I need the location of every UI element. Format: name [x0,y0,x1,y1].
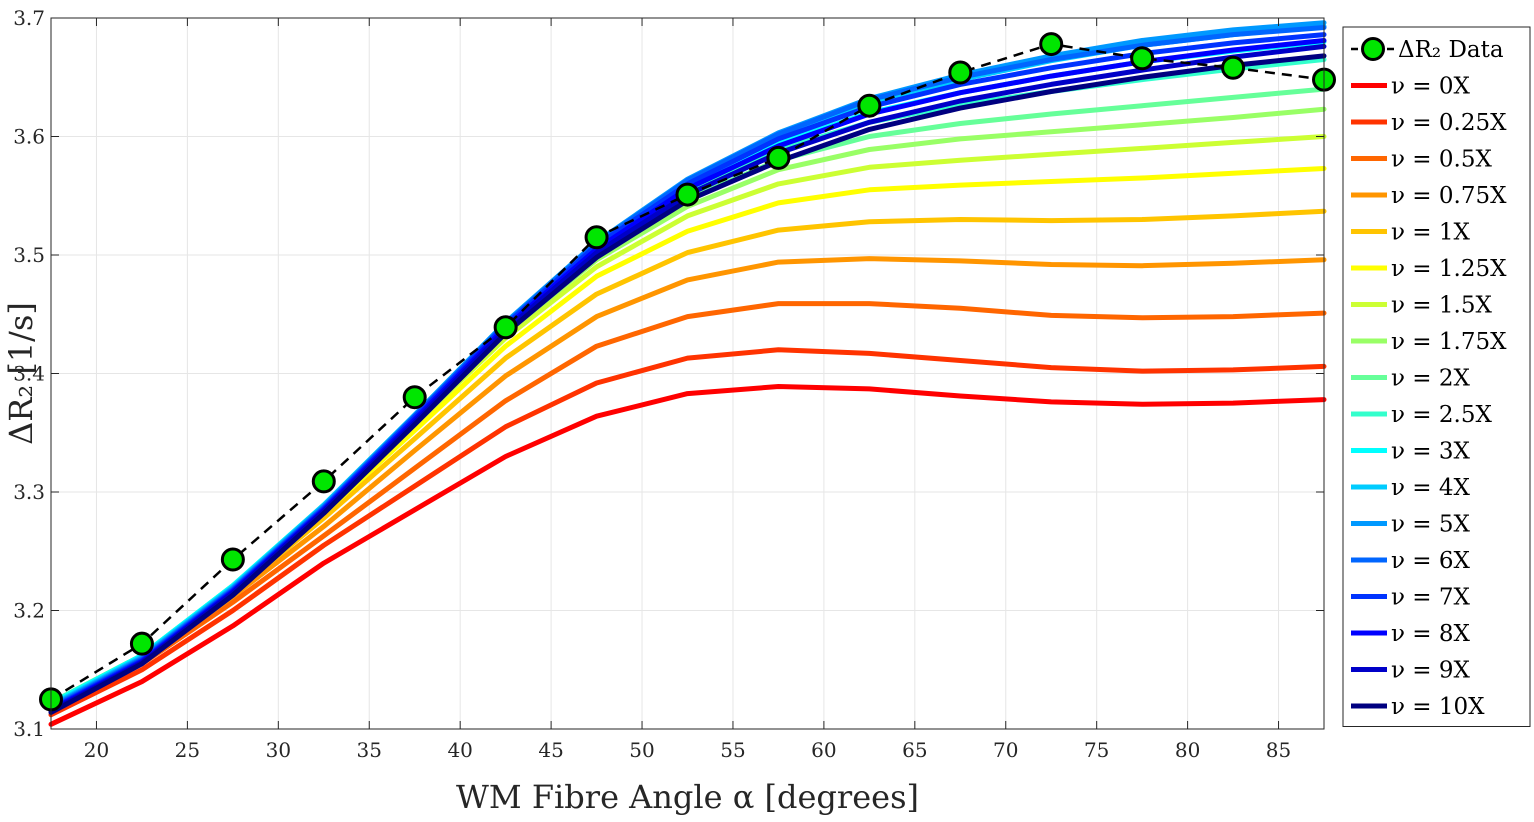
y-tick-label: 3.2 [13,599,45,623]
series-line [48,347,1327,718]
data-point [493,315,518,340]
legend-label: ν = 4X [1391,475,1471,501]
legend-label: ν = 6X [1391,548,1471,574]
data-point [857,93,882,118]
x-tick-label: 70 [993,738,1018,762]
legend-label: ν = 1.75X [1391,329,1507,355]
y-tick-label: 3.5 [13,243,45,267]
legend-label: ν = 9X [1391,658,1471,684]
y-tick-label: 3.1 [13,717,45,741]
legend-label: ΔR₂ Data [1398,37,1504,63]
legend-label: ν = 0.75X [1391,183,1507,209]
data-point [766,145,791,170]
legend-label: ν = 2X [1391,366,1471,392]
y-tick-label: 3.4 [13,362,45,386]
data-point [402,385,427,410]
legend-label: ν = 0X [1391,74,1471,100]
data-point [1130,46,1155,71]
legend-swatch-marker [1361,37,1385,61]
x-tick-label: 75 [1084,738,1109,762]
data-point [584,225,609,250]
series-line [48,301,1327,713]
x-tick-label: 85 [1266,738,1291,762]
x-tick-label: 45 [538,738,563,762]
series-line [48,256,1327,711]
legend-label: ν = 5X [1391,512,1471,538]
legend-label: ν = 0.25X [1391,110,1507,136]
x-tick-label: 80 [1175,738,1200,762]
data-point [675,182,700,207]
x-tick-label: 65 [902,738,927,762]
data-point [1039,32,1064,57]
legend-label: ν = 1.25X [1391,256,1507,282]
y-tick-label: 3.6 [13,125,45,149]
data-point [129,631,154,656]
x-tick-label: 30 [266,738,291,762]
legend-label: ν = 1X [1391,220,1471,246]
data-point [1221,55,1246,80]
legend-label: ν = 10X [1391,694,1485,720]
data-point [311,469,336,494]
series-line [48,384,1327,727]
legend-label: ν = 1.5X [1391,293,1492,319]
legend-label: ν = 2.5X [1391,402,1492,428]
y-tick-label: 3.3 [13,480,45,504]
x-tick-label: 60 [811,738,836,762]
data-point [220,547,245,572]
legend-label: ν = 7X [1391,585,1471,611]
data-point [948,60,973,85]
x-tick-label: 20 [84,738,109,762]
x-tick-label: 40 [447,738,472,762]
x-tick-label: 50 [629,738,654,762]
x-axis-label: WM Fibre Angle α [degrees] [456,778,919,816]
y-axis-label: ΔR₂ [1/s] [2,302,40,445]
legend-label: ν = 0.5X [1391,147,1492,173]
legend: ΔR₂ Data ν = 0X ν = 0.25X ν = 0.5X ν = 0.75X… [1342,26,1531,727]
legend-label: ν = 8X [1391,621,1471,647]
x-tick-label: 35 [357,738,382,762]
legend-label: ν = 3X [1391,439,1471,465]
data-series-layer [39,32,1336,712]
x-tick-label: 25 [175,738,200,762]
y-tick-label: 3.7 [13,6,45,30]
x-tick-label: 55 [720,738,745,762]
tick-layer: 20 25 30 35 40 45 50 55 60 65 70 75 80 85 3.1 3.2 3.3 3.4… [13,6,1324,762]
